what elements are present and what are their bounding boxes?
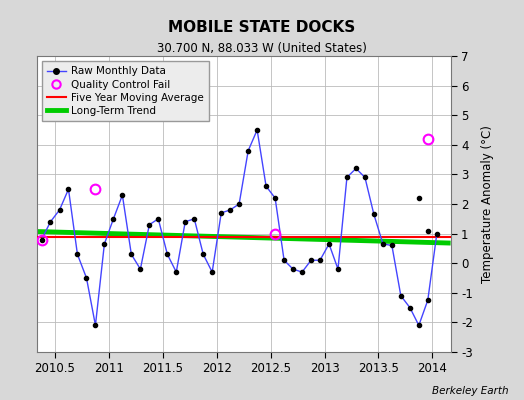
Legend: Raw Monthly Data, Quality Control Fail, Five Year Moving Average, Long-Term Tren: Raw Monthly Data, Quality Control Fail, …: [42, 61, 209, 121]
Text: Berkeley Earth: Berkeley Earth: [432, 386, 508, 396]
Y-axis label: Temperature Anomaly (°C): Temperature Anomaly (°C): [481, 125, 494, 283]
Text: MOBILE STATE DOCKS: MOBILE STATE DOCKS: [168, 20, 356, 35]
Text: 30.700 N, 88.033 W (United States): 30.700 N, 88.033 W (United States): [157, 42, 367, 55]
